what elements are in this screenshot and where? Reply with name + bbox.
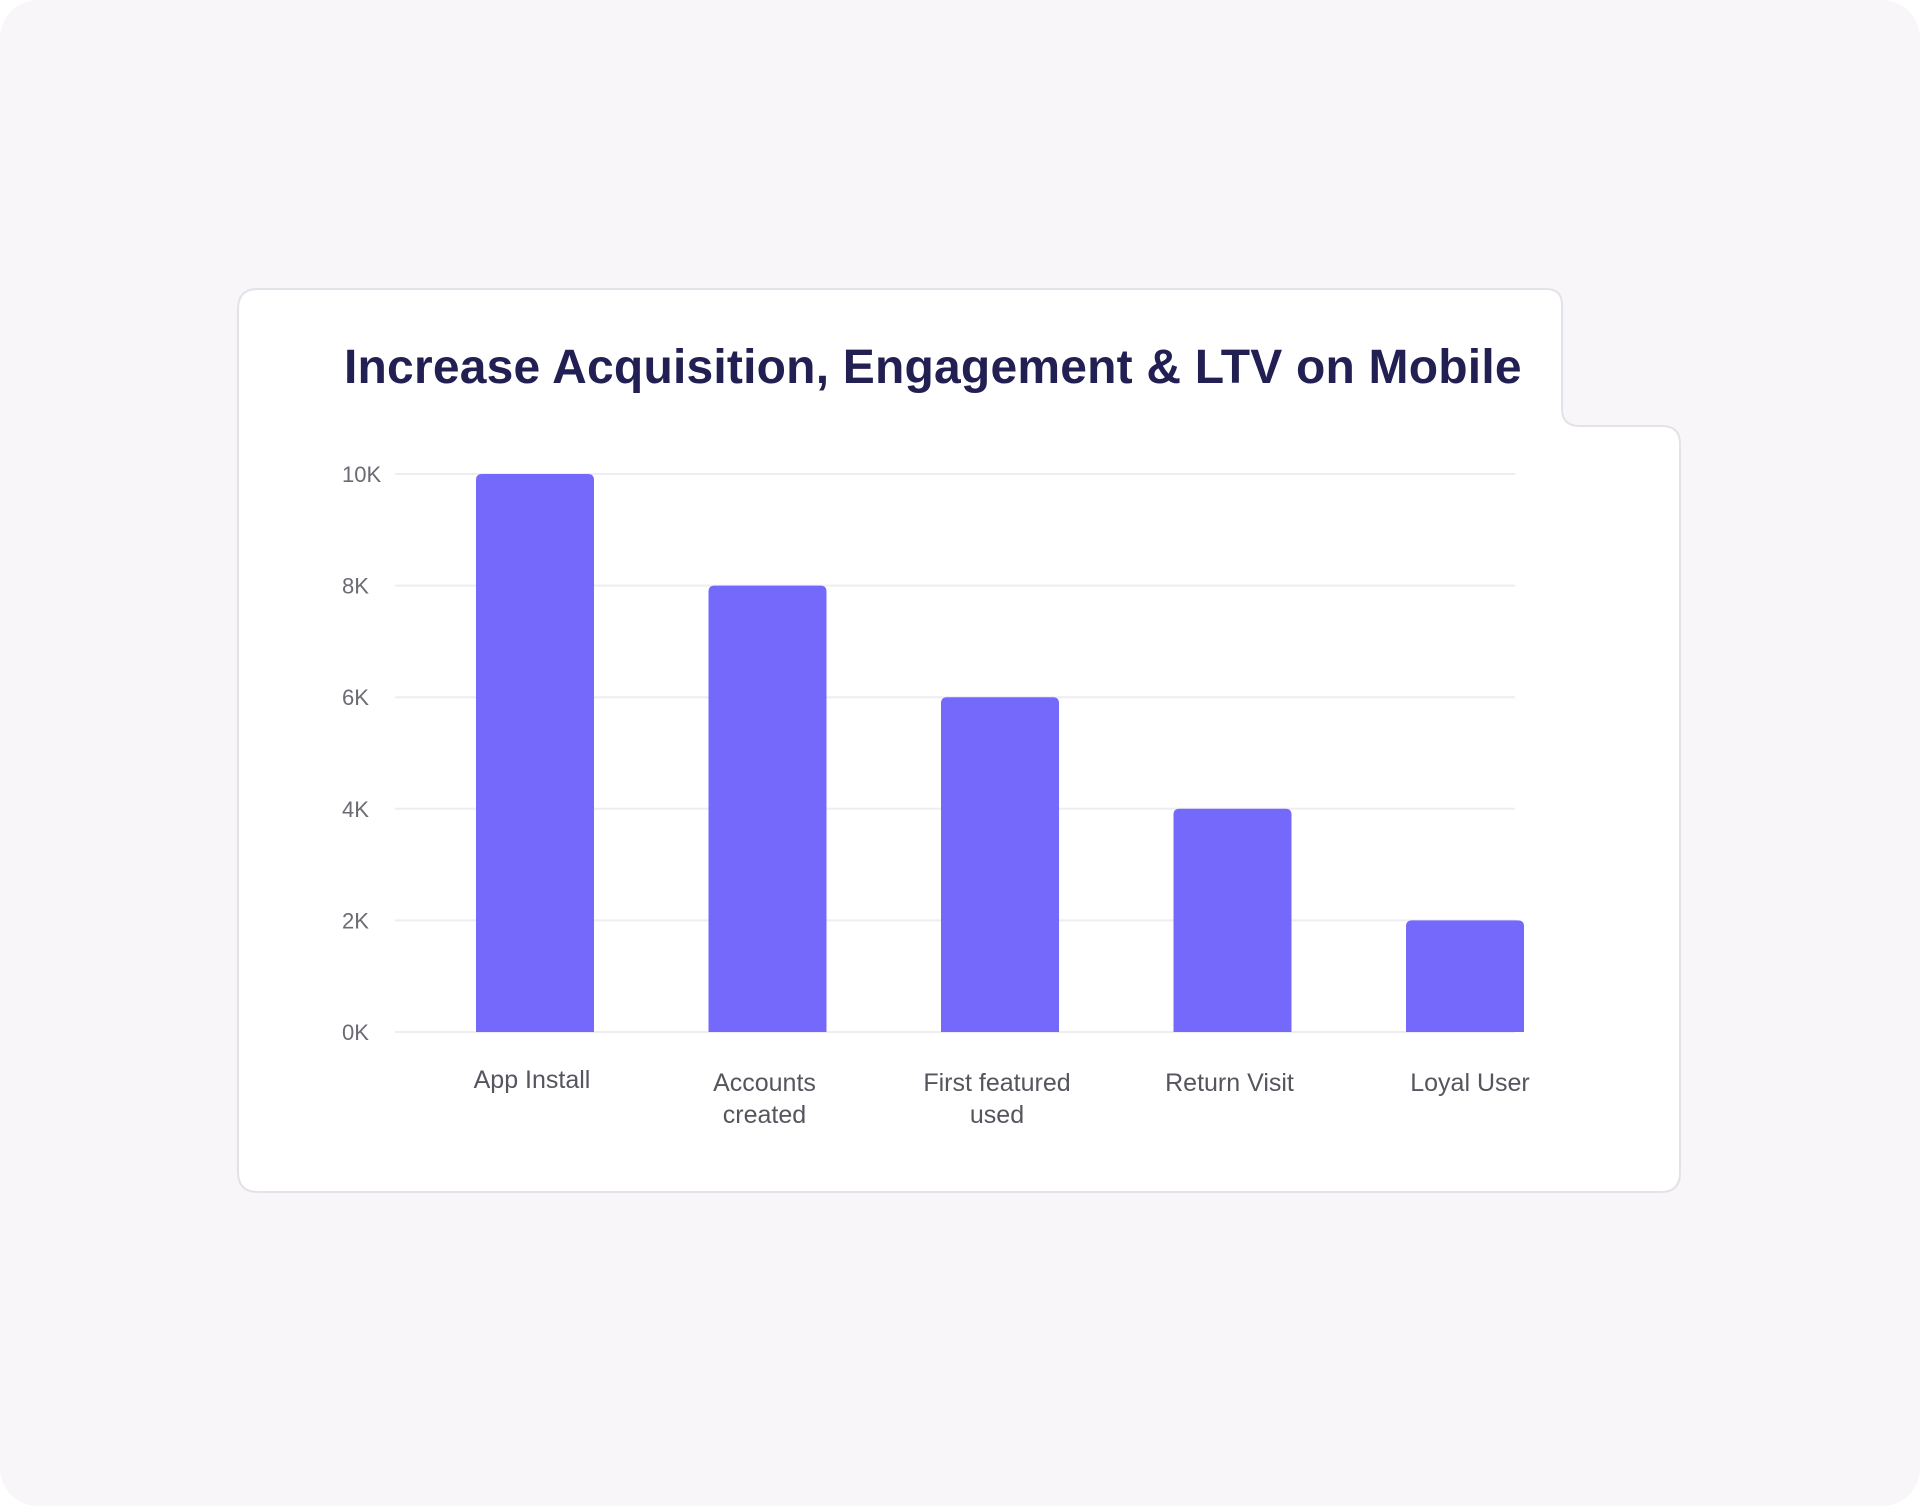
x-category-label: App Install (474, 1066, 591, 1094)
x-category-label: Accounts created (713, 1069, 816, 1129)
y-tick-label: 8K (342, 574, 369, 599)
bar (1173, 808, 1292, 1032)
y-tick-label: 2K (342, 908, 369, 933)
bar (708, 585, 827, 1032)
y-tick-label: 6K (342, 685, 369, 710)
x-axis-labels: App Install Accounts created First featured… (474, 1066, 1530, 1129)
y-tick-label: 0K (342, 1020, 369, 1045)
bar (1406, 920, 1524, 1032)
y-axis-ticks: 0K 2K 4K 6K 8K 10K (342, 462, 381, 1045)
x-category-label: First featured used (923, 1069, 1070, 1129)
bar (941, 697, 1059, 1032)
bar (476, 474, 594, 1032)
x-category-label: Return Visit (1165, 1069, 1294, 1097)
bars (476, 474, 1524, 1032)
y-tick-label: 10K (342, 462, 381, 487)
x-category-label: Loyal User (1410, 1069, 1530, 1097)
y-tick-label: 4K (342, 797, 369, 822)
chart-title: Increase Acquisition, Engagement & LTV o… (344, 341, 1522, 394)
